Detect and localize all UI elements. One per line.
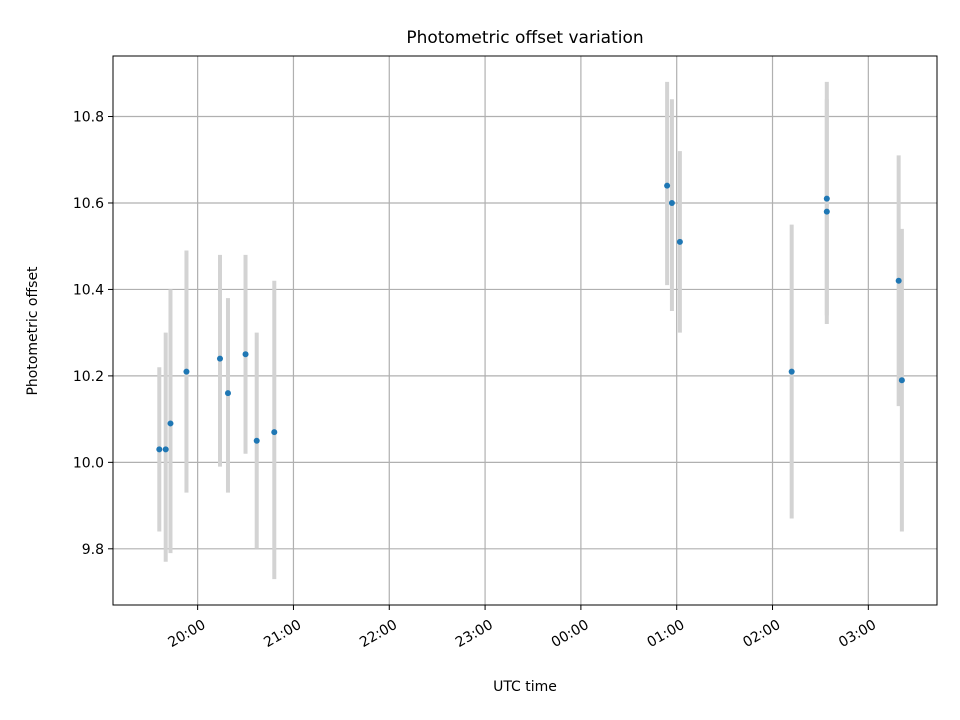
x-axis-label: UTC time bbox=[493, 679, 557, 695]
y-tick-label: 10.2 bbox=[73, 369, 104, 385]
data-point bbox=[823, 195, 830, 202]
data-point bbox=[183, 368, 190, 375]
data-point bbox=[156, 446, 163, 453]
data-point bbox=[895, 277, 902, 284]
grid bbox=[113, 56, 937, 605]
y-tick-label: 9.8 bbox=[82, 542, 104, 558]
data-points bbox=[156, 182, 905, 453]
data-point bbox=[664, 182, 671, 189]
data-point bbox=[242, 351, 249, 358]
plot-frame bbox=[112, 55, 938, 606]
y-tick-label: 10.4 bbox=[73, 282, 104, 298]
data-point bbox=[898, 377, 905, 384]
data-point bbox=[162, 446, 169, 453]
data-point bbox=[167, 420, 174, 427]
y-tick-label: 10.8 bbox=[73, 110, 104, 126]
data-point bbox=[216, 355, 223, 362]
y-axis-label: Photometric offset bbox=[25, 266, 41, 396]
y-tick-label: 10.6 bbox=[73, 196, 104, 212]
data-point bbox=[668, 199, 675, 206]
data-point bbox=[271, 429, 278, 436]
chart-title: Photometric offset variation bbox=[406, 28, 643, 48]
data-point bbox=[676, 238, 683, 245]
data-point bbox=[253, 437, 260, 444]
data-point bbox=[788, 368, 795, 375]
y-tick-label: 10.0 bbox=[73, 455, 104, 471]
data-point bbox=[823, 208, 830, 215]
data-point bbox=[224, 390, 231, 397]
